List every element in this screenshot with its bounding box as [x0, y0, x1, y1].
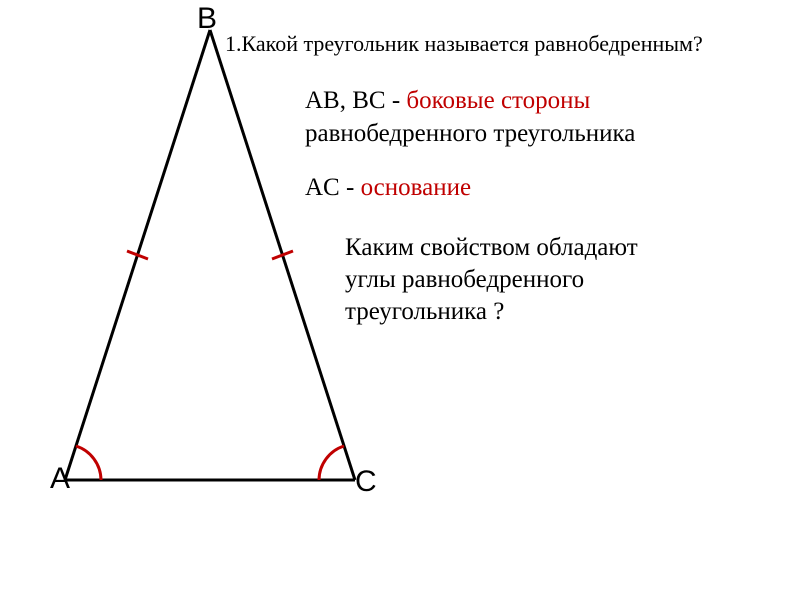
vertex-label-b: B	[197, 2, 217, 36]
question-1: 1.Какой треугольник называется равнобедр…	[225, 30, 703, 58]
base-highlight: основание	[361, 174, 472, 201]
sides-highlight: боковые стороны	[406, 87, 590, 114]
sides-prefix: AB, BC -	[305, 87, 406, 114]
vertex-label-c: C	[355, 465, 377, 499]
angle-arc-a	[76, 446, 101, 480]
question-2-line1: Каким свойством обладают	[345, 232, 638, 263]
angle-arc-c	[319, 446, 344, 480]
base-prefix: AC -	[305, 174, 361, 201]
sides-lateral-line2: равнобедренного треугольника	[305, 118, 635, 149]
vertex-label-a: A	[50, 462, 70, 496]
question-2-line2: углы равнобедренного	[345, 264, 584, 295]
sides-lateral-line: AB, BC - боковые стороны	[305, 85, 590, 116]
question-2-line3: треугольника ?	[345, 296, 504, 327]
base-line: AC - основание	[305, 172, 471, 203]
